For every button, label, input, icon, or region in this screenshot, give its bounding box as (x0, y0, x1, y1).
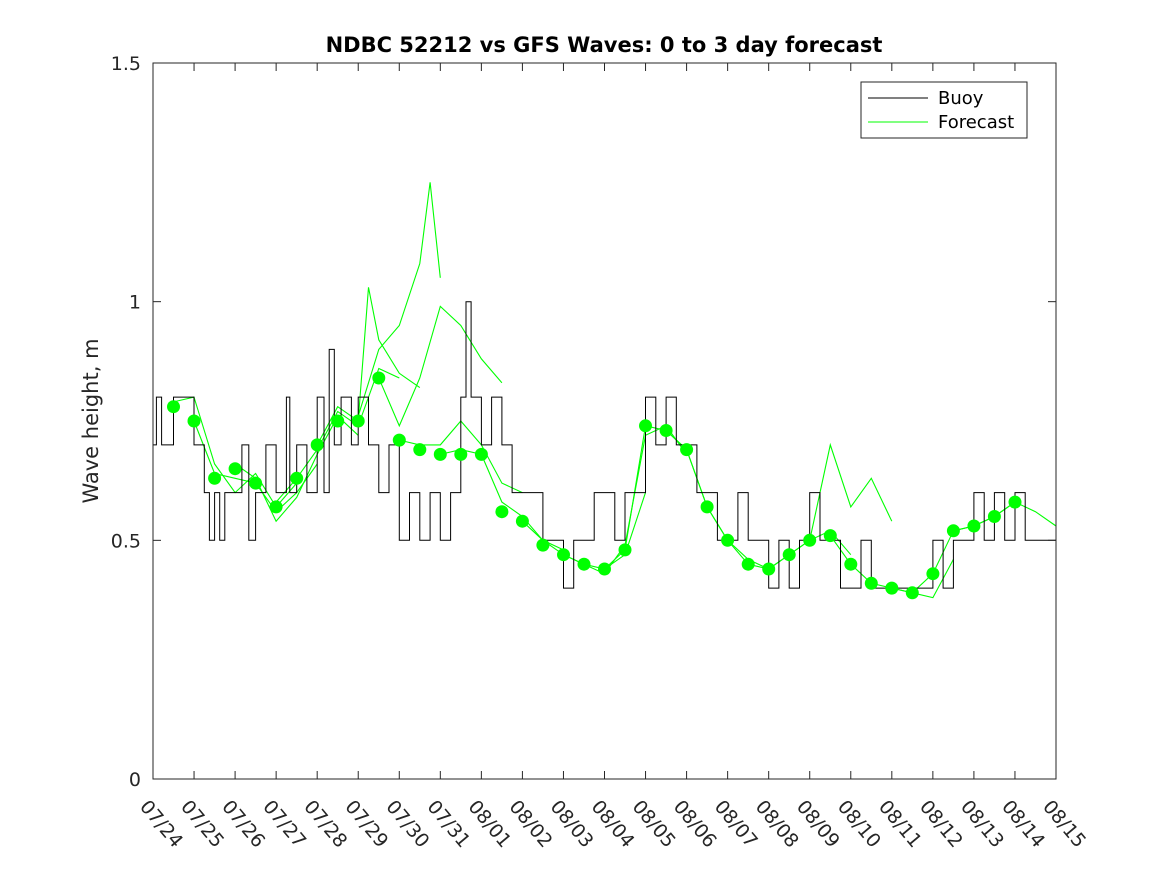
forecast-marker-8 (310, 438, 324, 452)
forecast-marker-29 (741, 557, 755, 571)
forecast-marker-22 (598, 562, 611, 576)
forecast-marker-25 (659, 424, 673, 437)
forecast-marker-30 (762, 562, 776, 576)
plot-content (153, 182, 1057, 600)
forecast-marker-4 (228, 462, 242, 476)
forecast-marker-27 (700, 500, 714, 514)
forecast-marker-9 (331, 414, 345, 428)
y-tick-label: 1 (129, 292, 141, 314)
forecast-marker-35 (864, 576, 878, 590)
forecast-marker-16 (474, 447, 488, 461)
forecast-marker-1 (167, 400, 180, 414)
forecast-marker-14 (433, 447, 447, 461)
forecast-marker-36 (885, 581, 899, 595)
buoy-line (153, 301, 1056, 589)
forecast-line-6 (357, 182, 441, 417)
forecast-marker-31 (782, 548, 796, 562)
forecast-marker-34 (844, 557, 858, 571)
forecast-marker-17 (495, 505, 509, 519)
legend: Buoy Forecast (860, 81, 1028, 139)
chart-title: NDBC 52212 vs GFS Waves: 0 to 3 day fore… (326, 33, 883, 57)
forecast-marker-37 (905, 586, 919, 600)
forecast-marker-19 (536, 538, 550, 552)
forecast-marker-10 (351, 414, 365, 428)
forecast-marker-2 (187, 414, 201, 428)
forecast-line-7 (378, 305, 503, 428)
forecast-marker-40 (967, 519, 981, 533)
forecast-marker-15 (454, 447, 468, 461)
legend-forecast-label: Forecast (938, 112, 1014, 133)
forecast-marker-28 (721, 533, 735, 547)
forecast-marker-42 (1008, 495, 1022, 509)
forecast-line-5 (316, 287, 421, 446)
forecast-marker-26 (680, 443, 694, 457)
y-tick-label: 1.5 (111, 53, 141, 75)
forecast-marker-18 (515, 514, 529, 528)
forecast-marker-33 (823, 529, 837, 543)
forecast-marker-21 (577, 557, 591, 571)
forecast-marker-6 (269, 500, 283, 514)
forecast-marker-32 (803, 533, 817, 547)
forecast-marker-24 (639, 419, 652, 433)
forecast-marker-12 (392, 433, 406, 447)
y-tick-label: 0.5 (111, 530, 141, 552)
forecast-marker-5 (249, 476, 263, 490)
legend-buoy-label: Buoy (938, 88, 984, 109)
forecast-marker-11 (372, 371, 386, 385)
y-tick-label: 0 (129, 769, 141, 791)
forecast-marker-3 (208, 471, 222, 485)
forecast-marker-23 (618, 543, 632, 557)
y-axis-label: Wave height, m (79, 338, 103, 503)
forecast-marker-39 (946, 524, 960, 538)
forecast-marker-38 (926, 567, 940, 581)
forecast-marker-41 (987, 510, 1001, 523)
forecast-marker-13 (413, 443, 427, 457)
forecast-marker-20 (557, 548, 570, 562)
legend-box (860, 81, 1028, 139)
forecast-marker-7 (290, 471, 304, 485)
